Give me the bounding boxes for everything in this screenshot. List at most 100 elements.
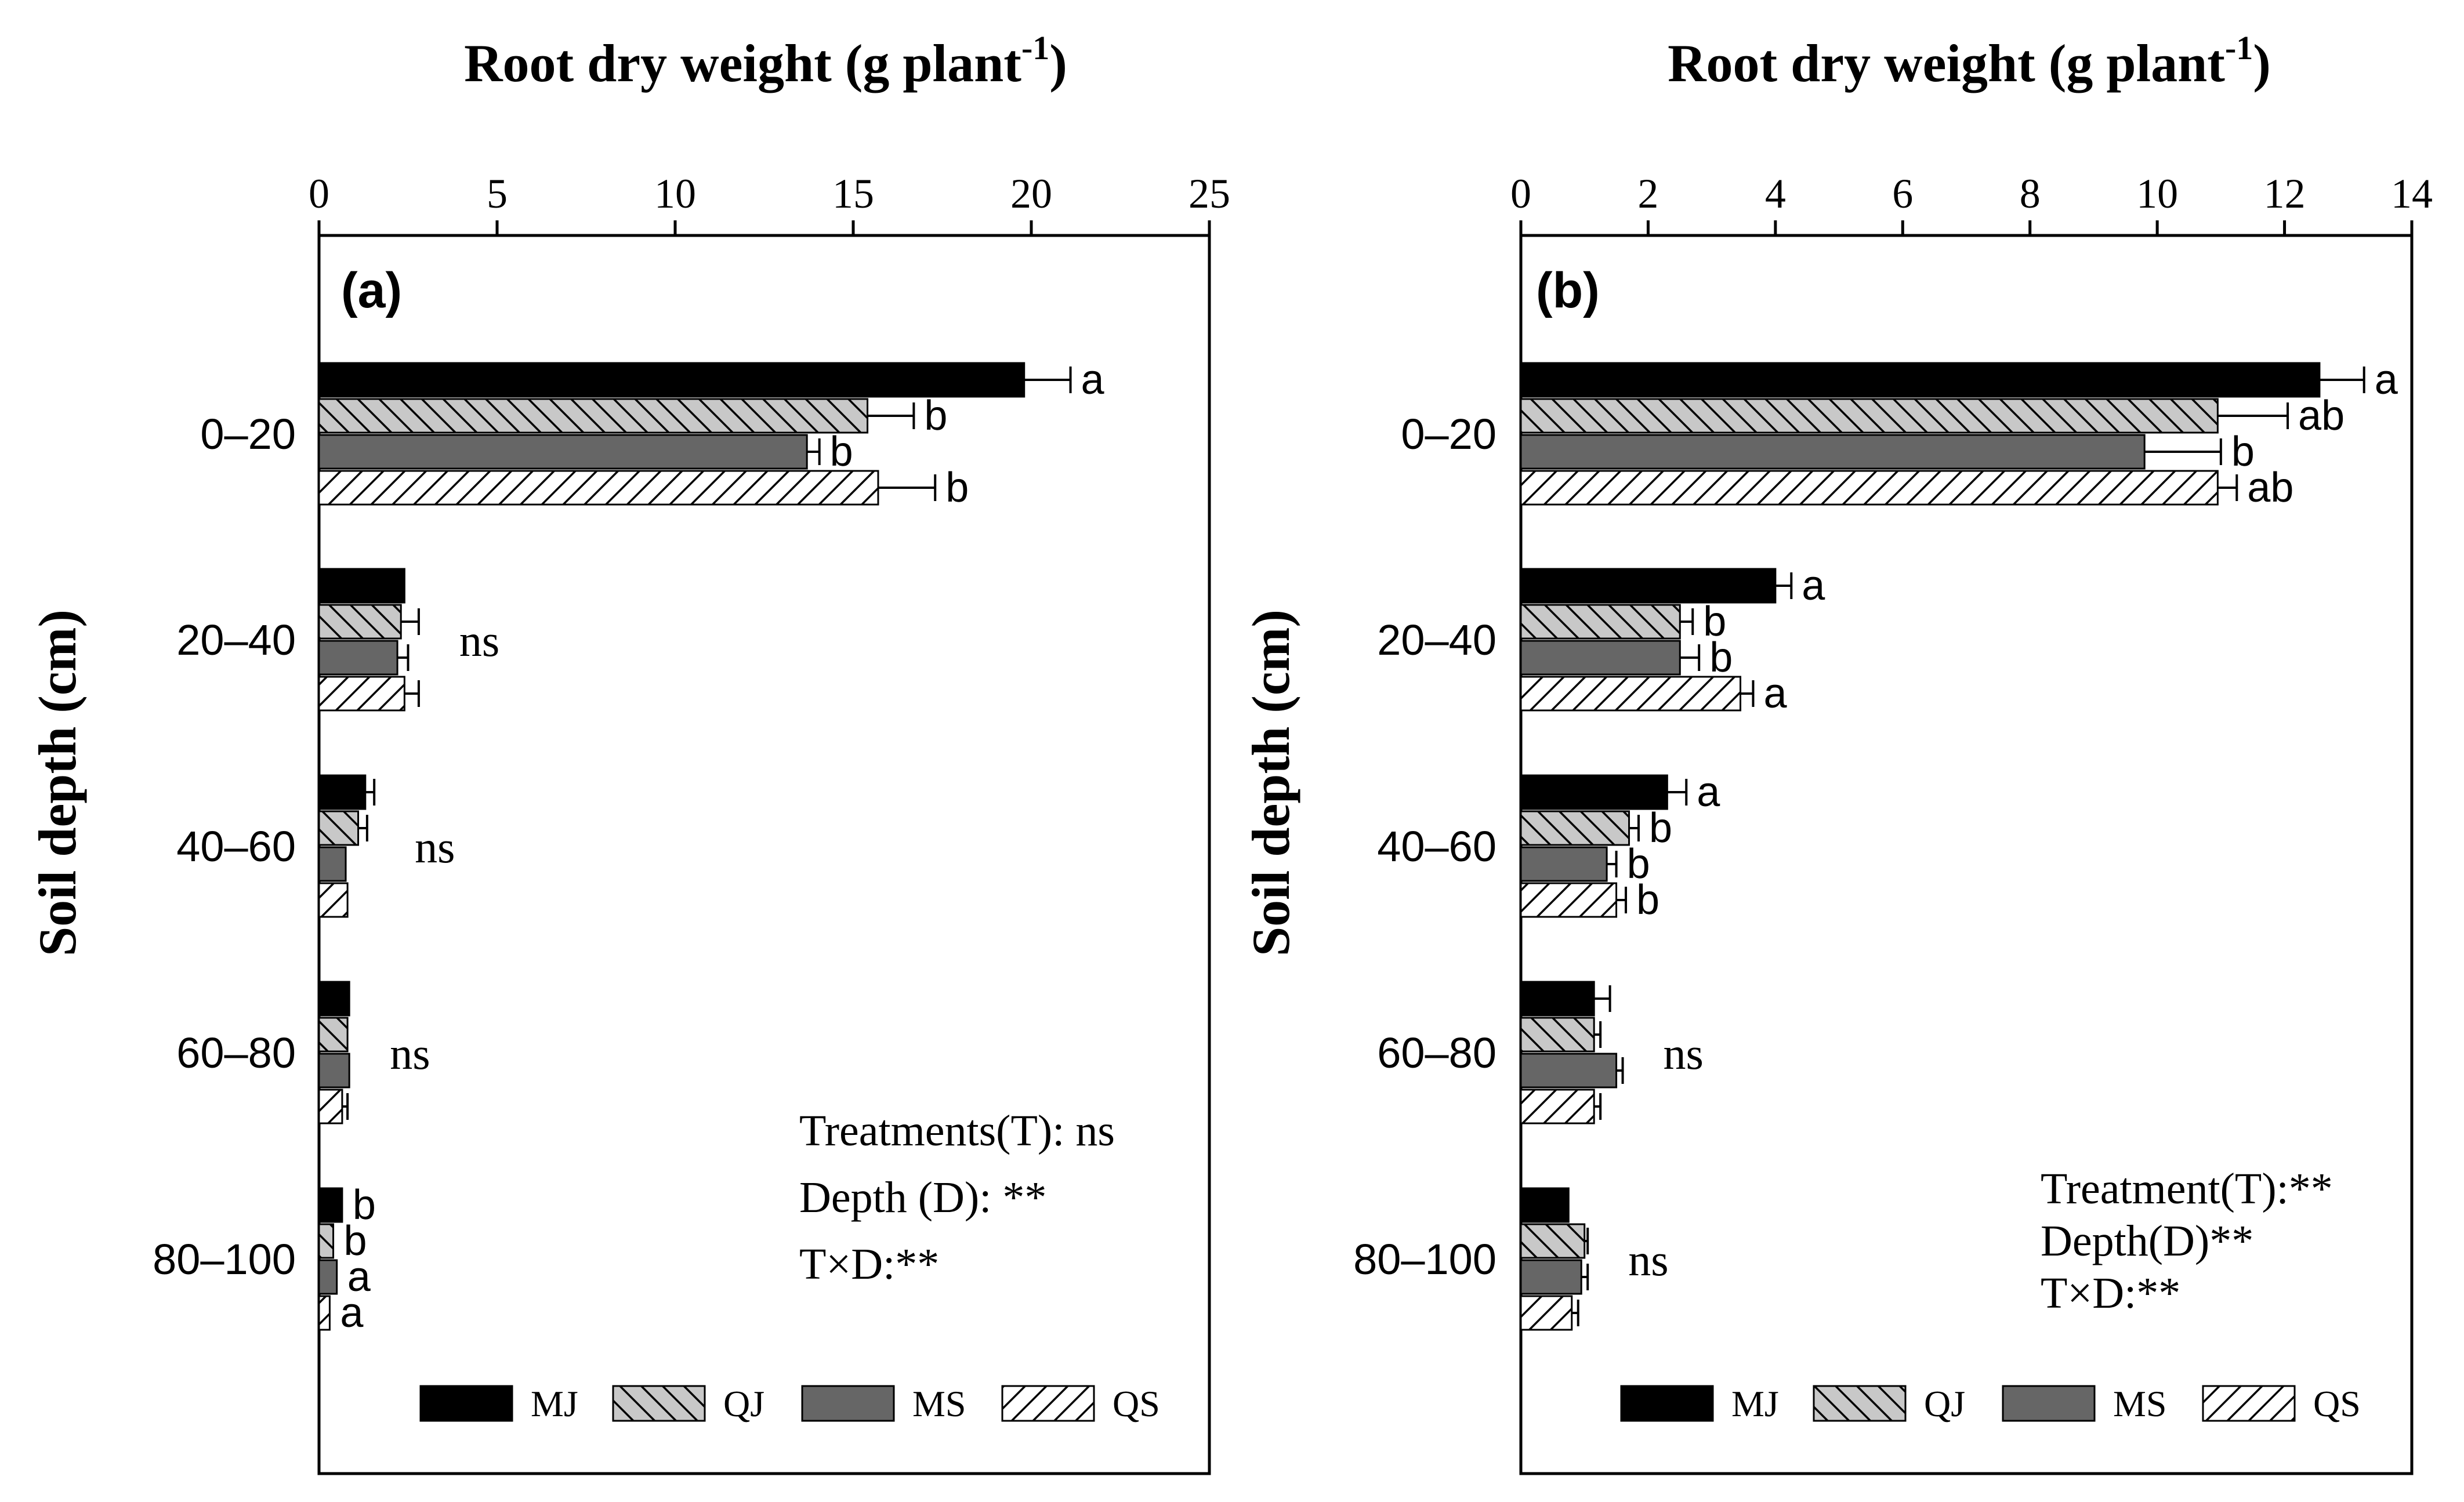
significance-letter: b [924,393,947,439]
y-axis-categories: 0–20 20–40 40–60 60–80 80–100 [153,410,296,1283]
error-bar [1594,985,1611,1012]
bar-mj [1520,1187,1570,1223]
error-bar [1629,815,1640,841]
error-bar [1740,680,1755,707]
bar-qj [1520,604,1681,640]
y-category-label: 60–80 [1377,1029,1496,1077]
error-bar [401,608,420,635]
significance-letter: b [2231,429,2255,475]
x-tick-label: 5 [487,170,508,217]
significance-letter: b [1709,634,1733,681]
chart-title: Root dry weight (g plant-1) [1668,29,2271,93]
legend: MJ QJ MS QS [1620,1383,2361,1424]
legend-label: MJ [1731,1383,1779,1424]
stats-line-interaction: T×D:** [799,1240,939,1289]
bar-ms [1520,846,1608,882]
bar-qs [318,676,405,712]
error-bar [2319,367,2365,393]
significance-letter: a [1802,563,1825,609]
y-category-label: 40–60 [1377,822,1496,870]
legend-swatch-qs [1001,1385,1095,1422]
panel-b: Root dry weight (g plant-1) Soil depth (… [1241,29,2433,1475]
stats-line-treatment: Treatments(T): ns [799,1106,1115,1155]
y-category-label: 40–60 [176,822,296,870]
legend-swatch-qj [612,1385,706,1422]
bar-qj [318,810,360,846]
bar-ms [1520,1053,1618,1089]
stats-block: Treatment(T):** Depth(D)** T×D:** [2041,1164,2333,1318]
significance-letter: b [1649,805,1672,851]
x-tick-label: 12 [2264,170,2306,217]
legend-label: QJ [1924,1383,1965,1424]
bar-qj [1520,810,1630,846]
x-tick-label: 0 [309,170,329,217]
bar-ms [1520,434,2146,470]
bar-mj [1520,981,1595,1017]
error-bar [878,474,937,501]
bar-qs [1520,1089,1595,1124]
error-bar [2144,438,2222,465]
bar-mj [1520,774,1668,810]
significance-letter: a [1763,670,1787,717]
error-bar [2217,402,2289,429]
bar-ms [318,1259,338,1295]
error-bar [867,402,915,429]
y-axis-label: Soil depth (cm) [28,609,87,956]
significance-letter: ab [2247,465,2293,511]
y-category-label: 60–80 [176,1029,296,1077]
group-annotation: ns [1628,1235,1668,1285]
y-category-label: 80–100 [1353,1235,1496,1283]
bar-qs [318,1089,343,1124]
legend-label: MJ [531,1383,578,1424]
x-tick-label: 15 [832,170,874,217]
significance-letter: a [2375,357,2398,403]
error-bar [1680,608,1694,635]
significance-letter: b [830,429,853,475]
bar-qj [318,604,402,640]
error-bar [1584,1228,1589,1254]
x-tick-label: 25 [1188,170,1230,217]
legend-label: QS [2313,1383,2361,1424]
bar-ms [318,640,398,676]
error-bar [807,438,821,465]
error-bar [342,1093,349,1120]
bar-mj [1520,362,2321,398]
stats-line-depth: Depth (D): ** [799,1173,1046,1222]
bars [1520,362,2365,1331]
legend-label: QS [1113,1383,1160,1424]
error-bar [1594,1021,1602,1048]
legend-swatch-ms [801,1385,895,1422]
x-tick-label: 10 [2136,170,2178,217]
bar-qj [1520,1223,1586,1259]
x-tick-label: 14 [2391,170,2433,217]
bar-mj [318,568,405,604]
error-bar [1581,1264,1589,1290]
x-axis-ticks: 0 2 4 6 8 10 12 14 [1510,170,2433,235]
panel-a: Root dry weight (g plant-1) Soil depth (… [28,29,1230,1475]
bar-mj [1520,568,1777,604]
error-bar [404,680,420,707]
y-axis-categories: 0–20 20–40 40–60 60–80 80–100 [1353,410,1496,1283]
bar-ms [318,1053,350,1089]
group-annotation: ns [390,1028,430,1079]
error-bar [1024,367,1072,393]
bar-qj [1520,398,2219,434]
error-bar [1594,1093,1602,1120]
error-bar [365,779,376,806]
legend-label: MS [912,1383,966,1424]
bar-ms [1520,640,1681,676]
stats-line-interaction: T×D:** [2041,1269,2180,1318]
bar-ms [318,846,347,882]
stats-line-treatment: Treatment(T):** [2041,1164,2333,1213]
significance-letter: b [945,465,969,511]
legend-swatch-mj [1620,1385,1714,1422]
significance-letter: a [1697,769,1720,815]
bar-mj [318,362,1026,398]
error-bar [1616,887,1628,913]
y-category-label: 20–40 [176,616,296,664]
legend-swatch-qj [1813,1385,1907,1422]
bar-ms [1520,1259,1582,1295]
legend-swatch-ms [2002,1385,2096,1422]
